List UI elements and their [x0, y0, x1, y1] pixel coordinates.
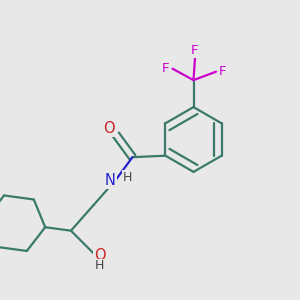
Text: O: O: [103, 121, 115, 136]
Text: F: F: [219, 65, 227, 78]
Text: F: F: [162, 62, 169, 75]
Text: N: N: [105, 173, 116, 188]
Text: H: H: [123, 171, 132, 184]
Text: F: F: [191, 44, 199, 57]
Text: H: H: [95, 259, 104, 272]
Text: O: O: [94, 248, 105, 263]
